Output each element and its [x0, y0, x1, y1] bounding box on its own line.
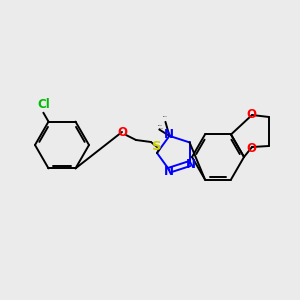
Text: N: N: [186, 158, 196, 171]
Text: O: O: [246, 142, 256, 154]
Text: methyl: methyl: [158, 124, 163, 125]
Text: methyl: methyl: [163, 116, 168, 117]
Text: S: S: [152, 140, 162, 154]
Text: Cl: Cl: [37, 98, 50, 111]
Text: O: O: [117, 125, 127, 139]
Text: methyl: methyl: [159, 127, 164, 128]
Text: N: N: [164, 128, 173, 141]
Text: O: O: [246, 107, 256, 121]
Text: N: N: [164, 165, 173, 178]
